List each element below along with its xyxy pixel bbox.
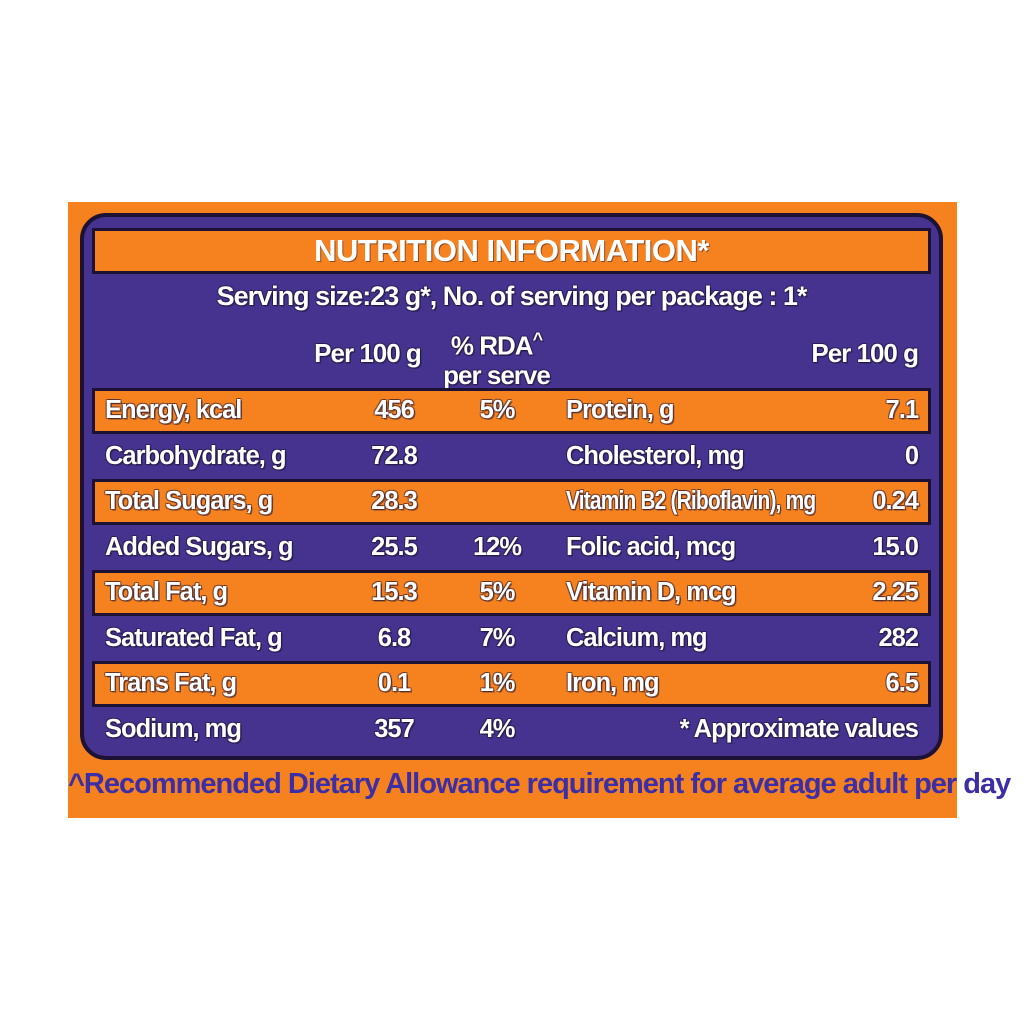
- nutrient-value: 0: [904, 441, 919, 470]
- nutrient-value: 6.5: [885, 669, 919, 697]
- serving-size-line: Serving size:23 g*, No. of serving per p…: [216, 281, 808, 311]
- nutrient-name: Protein, g: [566, 396, 675, 424]
- nutrient-name: Added Sugars, g: [105, 532, 294, 561]
- nutrient-name: Trans Fat, g: [105, 669, 237, 697]
- nutrient-name: Calcium, mg: [566, 623, 708, 652]
- nutrient-name: Folic acid, mcg: [566, 532, 736, 561]
- nutrition-table: Energy, kcal 456 5% Protein, g 7.1 Carbo…: [84, 388, 939, 752]
- nutrient-value: 2.25: [872, 578, 919, 606]
- nutrient-value: 0.1: [377, 669, 411, 697]
- nutrient-name: Total Sugars, g: [105, 487, 273, 515]
- nutrient-name: Sodium, mg: [105, 714, 242, 743]
- nutrition-title: NUTRITION INFORMATION*: [314, 233, 709, 268]
- nutrient-value: 15.3: [371, 578, 418, 606]
- nutrient-value: 357: [374, 714, 415, 743]
- rda-footnote: ^Recommended Dietary Allowance requireme…: [68, 768, 1011, 800]
- nutrient-value: 282: [878, 623, 919, 652]
- nutrient-value: 28.3: [371, 487, 418, 515]
- nutrient-name: Energy, kcal: [105, 396, 242, 424]
- rda-value: 1%: [479, 669, 516, 697]
- table-row: Saturated Fat, g 6.8 7% Calcium, mg 282: [84, 616, 939, 662]
- row-band: [92, 661, 931, 707]
- nutrient-name: Saturated Fat, g: [105, 623, 283, 652]
- table-row: Total Sugars, g 28.3 Vitamin B2 (Ribofla…: [84, 479, 939, 525]
- table-row: Trans Fat, g 0.1 1% Iron, mg 6.5: [84, 661, 939, 707]
- row-band: [92, 479, 931, 525]
- title-bar: NUTRITION INFORMATION*: [92, 228, 931, 274]
- nutrient-value: 456: [374, 396, 415, 424]
- rda-value: 5%: [479, 396, 516, 424]
- rda-header-line2: per serve: [443, 359, 551, 390]
- nutrient-name: Vitamin D, mcg: [566, 578, 737, 606]
- approx-values-note: * Approximate values: [679, 714, 919, 743]
- rda-value: 12%: [472, 532, 522, 561]
- rda-value: 4%: [479, 714, 516, 743]
- nutrient-name: Iron, mg: [566, 669, 660, 697]
- nutrient-value: 25.5: [371, 532, 418, 561]
- column-header-rda: % RDA^ per serve: [429, 325, 564, 390]
- rda-value: 7%: [479, 623, 516, 652]
- nutrient-value: 0.24: [872, 487, 919, 515]
- row-band: [92, 388, 931, 434]
- rda-caret: ^: [532, 329, 543, 349]
- table-row: Total Fat, g 15.3 5% Vitamin D, mcg 2.25: [84, 570, 939, 616]
- table-row: Energy, kcal 456 5% Protein, g 7.1: [84, 388, 939, 434]
- nutrition-panel: NUTRITION INFORMATION* Serving size:23 g…: [80, 213, 943, 760]
- nutrient-value: 72.8: [371, 441, 418, 470]
- column-header-per100g-left: Per 100 g: [314, 338, 422, 368]
- nutrient-value: 15.0: [872, 532, 919, 561]
- table-row: Carbohydrate, g 72.8 Cholesterol, mg 0: [84, 434, 939, 480]
- rda-header-line1: % RDA^: [450, 329, 543, 361]
- nutrient-name: Total Fat, g: [105, 578, 228, 606]
- column-header-per100g-right: Per 100 g: [811, 338, 919, 368]
- table-row: Added Sugars, g 25.5 12% Folic acid, mcg…: [84, 525, 939, 571]
- nutrient-name: Cholesterol, mg: [566, 441, 745, 470]
- table-row: Sodium, mg 357 4% * Approximate values: [84, 707, 939, 753]
- nutrient-name: Carbohydrate, g: [105, 441, 287, 470]
- rda-value: 5%: [479, 578, 516, 606]
- nutrient-value: 6.8: [377, 623, 411, 652]
- row-band: [92, 570, 931, 616]
- nutrient-value: 7.1: [885, 396, 919, 424]
- nutrient-name: Vitamin B2 (Riboflavin), mg: [566, 487, 816, 515]
